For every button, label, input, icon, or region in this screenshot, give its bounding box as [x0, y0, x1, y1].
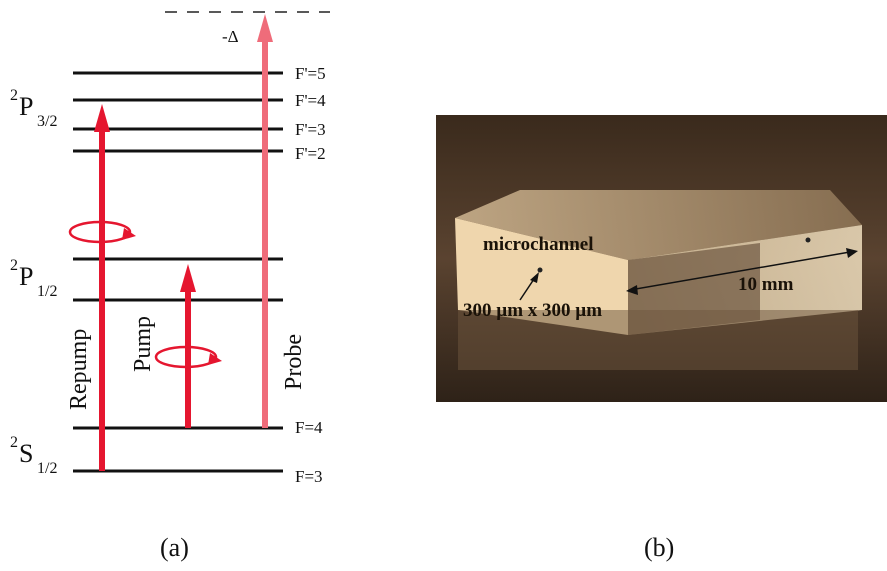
caption: (a): [160, 533, 189, 562]
level-label: F'=2: [295, 144, 326, 163]
level-label: F'=5: [295, 64, 326, 83]
photo-label: 300 µm x 300 µm: [463, 300, 602, 321]
photo-label: 10 mm: [738, 274, 794, 295]
sub: 1/2: [37, 283, 57, 300]
term-p12: 2 P 1/2: [10, 257, 57, 300]
arrows: [70, 14, 273, 471]
beam-label: Repump: [66, 329, 92, 410]
sup: 2: [10, 257, 18, 274]
term-p32: 2 P 3/2: [10, 87, 57, 130]
level-label: F'=4: [295, 91, 326, 110]
beam-label: Pump: [130, 316, 156, 372]
level-label: F=3: [295, 467, 323, 486]
sup: 2: [10, 87, 18, 104]
sub: 3/2: [37, 113, 57, 130]
photo-label: microchannel: [483, 234, 593, 255]
sup: 2: [10, 434, 18, 451]
detuning: -Δ: [222, 27, 239, 46]
main: P: [19, 262, 33, 291]
main: S: [19, 439, 33, 468]
level-label: F'=3: [295, 120, 326, 139]
photo: [436, 115, 887, 402]
caption: (b): [644, 533, 674, 562]
main: P: [19, 92, 33, 121]
figure: -Δ F'=5 F'=4 F'=3 F'=2 F=4 F=3 2 P 3/2 2…: [0, 0, 887, 566]
sub: 1/2: [37, 460, 57, 477]
level-label: F=4: [295, 418, 323, 437]
beam-label: Probe: [281, 334, 307, 390]
term-s12: 2 S 1/2: [10, 434, 57, 477]
